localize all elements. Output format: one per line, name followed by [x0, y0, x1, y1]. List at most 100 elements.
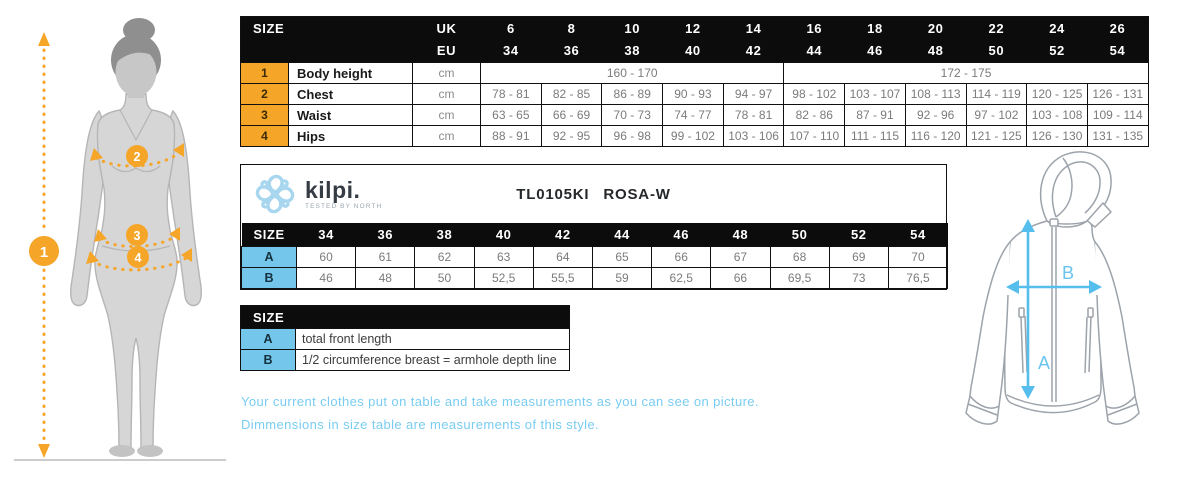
figure-feet: [109, 445, 163, 457]
marker-3-circle: [126, 224, 148, 246]
measurement-value-cell: 78 - 81: [480, 83, 542, 105]
measurement-value-cell: 103 - 107: [844, 83, 906, 105]
uk-size-cell: 22: [966, 16, 1027, 40]
jacket-label-b: B: [1062, 263, 1074, 283]
eu-size-cell: 54: [1087, 39, 1149, 63]
product-code-text: TL0105KI: [516, 185, 590, 203]
measurement-row: 3 Waist cm 63 - 65 66 - 69 70 - 73 74 - 77 78 -…: [240, 104, 1149, 126]
row-number-cell: 2: [240, 83, 289, 105]
height-measure-line: 1: [29, 32, 59, 458]
measurement-value-cell: 66 - 69: [540, 104, 603, 126]
eu-size-cell: 52: [1026, 39, 1088, 63]
product-value-cell: 76,5: [887, 266, 949, 289]
uk-size-cell: 20: [905, 16, 967, 40]
measurement-value-cell: 108 - 113: [904, 83, 967, 105]
measure-key-cell: B: [241, 266, 297, 289]
legend-description: 1/2 circumference breast = armhole depth…: [294, 349, 571, 371]
measure-key-cell: A: [241, 245, 297, 268]
product-value-cell: 48: [355, 266, 416, 289]
size-header-spacer: [240, 39, 413, 63]
jacket-measure-a: A: [1021, 219, 1050, 399]
eu-size-cell: 48: [905, 39, 967, 63]
product-size-cell: 42: [533, 223, 593, 246]
note-line-2: Dimmensions in size table are measuremen…: [241, 417, 600, 432]
measurement-label: Waist: [287, 104, 414, 126]
uk-size-cell: 16: [783, 16, 845, 40]
measurement-value-cell: 87 - 91: [844, 104, 906, 126]
unit-cell: cm: [412, 62, 482, 84]
measurement-value-cell: 74 - 77: [662, 104, 724, 126]
product-value-cell: 59: [591, 266, 653, 289]
brand-tagline: TESTED BY NORTH: [305, 203, 383, 210]
row-number-cell: 3: [240, 104, 289, 126]
measurement-label: Body height: [287, 62, 414, 84]
product-measure-row: A 60 61 62 63 64 65 66 67 68 69 70: [241, 245, 949, 268]
measurement-label: Chest: [287, 83, 414, 105]
product-size-cell: 54: [888, 223, 948, 246]
product-size-header: SIZE: [241, 223, 297, 246]
measurement-value-cell: 92 - 96: [904, 104, 967, 126]
product-value-cell: 67: [710, 245, 771, 268]
figure-head: [111, 18, 161, 98]
arrow-icon: [90, 148, 103, 161]
size-header-label: SIZE: [240, 16, 413, 40]
measurement-value-cell: 126 - 130: [1026, 125, 1088, 147]
product-value-cell: 69: [828, 245, 889, 268]
unit-cell: cm: [412, 83, 482, 105]
product-value-cell: 52,5: [473, 266, 534, 289]
product-value-cell: 60: [295, 245, 357, 268]
eu-size-cell: 38: [601, 39, 663, 63]
eu-size-cell: 40: [662, 39, 724, 63]
arrow-icon: [94, 229, 107, 242]
arrow-icon: [181, 248, 192, 262]
legend-description: total front length: [294, 328, 571, 350]
measurement-value-cell: 126 - 131: [1086, 83, 1149, 105]
eu-size-cell: 36: [541, 39, 602, 63]
measurement-value-cell: 103 - 106: [722, 125, 785, 147]
marker-4-circle: [127, 246, 149, 268]
measurement-value-cell: 109 - 114: [1086, 104, 1149, 126]
uk-size-cell: 14: [723, 16, 784, 40]
measurement-value-cell: 120 - 125: [1026, 83, 1088, 105]
product-value-cell: 70: [887, 245, 949, 268]
brand-header: kilpi. TESTED BY NORTH TL0105KI ROSA-W: [241, 165, 946, 223]
figure-silhouette: [94, 93, 178, 449]
product-value-cell: 69,5: [769, 266, 830, 289]
uk-size-cell: 26: [1087, 16, 1149, 40]
measurement-label: Hips: [287, 125, 414, 147]
unit-cell: cm: [412, 125, 482, 147]
row-number-cell: 1: [240, 62, 289, 84]
measurement-value-cell: 114 - 119: [965, 83, 1028, 105]
arrow-left-icon: [1006, 280, 1019, 294]
measurement-value-cell: 98 - 102: [783, 83, 846, 105]
jacket-diagram: A B: [965, 151, 1140, 425]
product-size-cell: 36: [355, 223, 415, 246]
measurement-value-cell: 82 - 85: [540, 83, 603, 105]
uk-size-cell: 8: [541, 16, 602, 40]
product-value-cell: 62,5: [651, 266, 712, 289]
chest-measure-line: 2: [90, 143, 184, 168]
body-figure-diagram: 1 2 3 4: [14, 18, 226, 461]
product-measure-row: B 46 48 50 52,5 55,5 59 62,5 66 69,5 73 76,5: [241, 266, 949, 289]
uk-size-cell: 10: [601, 16, 663, 40]
product-value-cell: 63: [473, 245, 534, 268]
product-value-cell: 68: [769, 245, 830, 268]
measurement-row: 1 Body height cm 160 - 170 172 - 175: [240, 62, 1149, 84]
measurement-value-cell: 90 - 93: [662, 83, 724, 105]
product-size-cell: 38: [414, 223, 475, 246]
measurement-notes: Your current clothes put on table and ta…: [241, 390, 759, 436]
product-size-cell: 46: [651, 223, 711, 246]
marker-1-circle: [29, 236, 59, 266]
product-size-table: SIZE 34 36 38 40 42 44 46 48 50 52 54 A 60 61 62 63 64 65 6…: [241, 223, 949, 289]
product-value-cell: 55,5: [532, 266, 593, 289]
product-value-cell: 50: [414, 266, 475, 289]
arrow-icon: [86, 251, 99, 264]
product-value-cell: 66: [651, 245, 712, 268]
product-size-cell: 34: [296, 223, 356, 246]
arrow-up-icon: [1021, 219, 1035, 232]
eu-size-cell: 44: [783, 39, 845, 63]
measurement-value-cell: 86 - 89: [601, 83, 664, 105]
measurement-value-cell: 99 - 102: [662, 125, 724, 147]
